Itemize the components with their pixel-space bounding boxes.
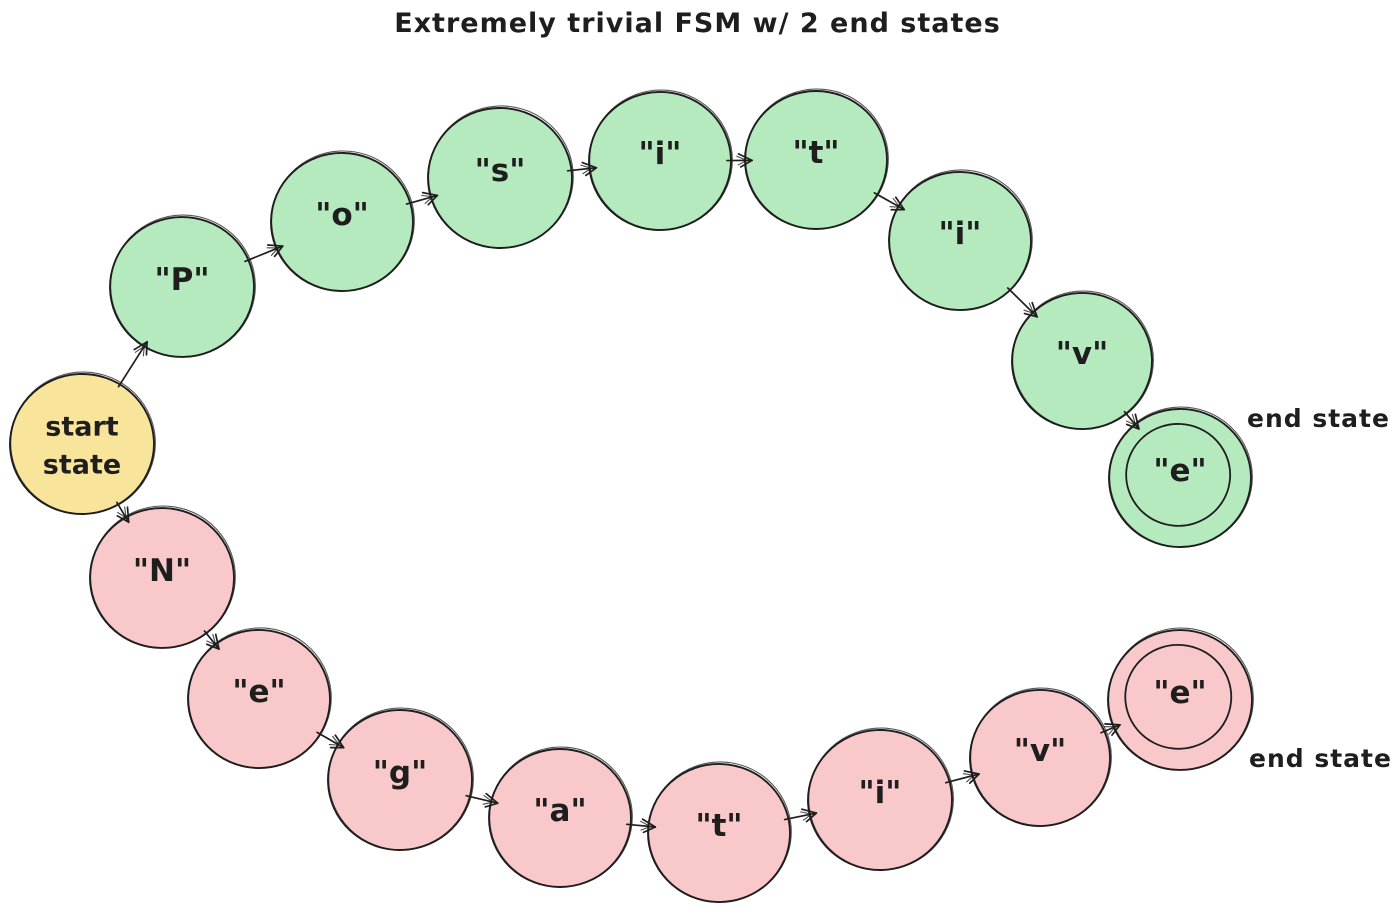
- state-label-neg-v: "v": [1014, 733, 1067, 769]
- state-node-pos-e-end: "e": [1108, 406, 1253, 548]
- state-circle-sketch-neg-v: [970, 687, 1112, 827]
- transition-arrow-neg-N-neg-e: [203, 630, 220, 650]
- state-label-neg-a: "a": [533, 793, 586, 829]
- state-label-neg-g: "g": [373, 755, 428, 791]
- state-node-neg-e: "e": [187, 627, 332, 769]
- transition-arrow-neg-t-neg-i: [783, 808, 818, 823]
- end-state-annotation-negative: end state: [1249, 744, 1392, 773]
- state-circle-sketch-pos-v: [1012, 290, 1154, 430]
- end-state-annotation-positive: end state: [1247, 404, 1390, 433]
- state-circle-sketch-pos-P: [110, 214, 256, 358]
- state-label-start-line1: state: [43, 450, 121, 481]
- state-label-neg-e: "e": [232, 674, 285, 710]
- state-node-neg-g: "g": [327, 707, 474, 851]
- state-node-pos-t: "t": [744, 88, 889, 230]
- state-label-pos-e-end: "e": [1153, 453, 1206, 489]
- diagram-title: Extremely trivial FSM w/ 2 end states: [394, 8, 1001, 39]
- state-node-neg-N: "N": [89, 505, 236, 649]
- state-label-neg-e-end: "e": [1153, 675, 1206, 711]
- state-node-pos-i2: "i": [888, 169, 1033, 311]
- state-node-pos-o: "o": [270, 150, 415, 292]
- state-label-pos-v: "v": [1056, 336, 1109, 372]
- state-label-pos-s: "s": [475, 153, 526, 189]
- transition-arrow-pos-P-pos-o: [244, 244, 284, 263]
- transition-arrow-neg-v-neg-e-end: [1100, 723, 1121, 737]
- transition-arrow-pos-i2-pos-v: [1006, 287, 1038, 318]
- transition-arrow-neg-g-neg-a: [465, 792, 499, 808]
- transition-arrow-pos-t-pos-i2: [873, 191, 906, 211]
- state-label-pos-o: "o": [315, 197, 369, 233]
- state-circle-start: [9, 373, 155, 515]
- state-label-pos-i2: "i": [939, 216, 982, 252]
- state-node-pos-i1: "i": [588, 89, 733, 231]
- transition-arrow-pos-i1-pos-t: [726, 152, 753, 168]
- state-node-pos-v: "v": [1011, 290, 1154, 430]
- transition-arrow-neg-a-neg-t: [625, 818, 657, 834]
- state-node-neg-t: "t": [647, 761, 792, 903]
- transition-arrow-neg-i-neg-v: [944, 770, 980, 784]
- state-label-neg-i: "i": [859, 775, 902, 811]
- state-node-neg-e-end: "e": [1107, 627, 1254, 771]
- end-state-inner-circle-neg-e-end: [1124, 643, 1233, 750]
- state-label-pos-P: "P": [154, 262, 209, 298]
- state-circle-sketch-pos-e-end: [1109, 406, 1253, 548]
- state-circle-sketch-neg-t: [648, 761, 792, 903]
- state-node-pos-P: "P": [109, 214, 256, 358]
- state-node-neg-a: "a": [488, 746, 633, 888]
- state-circle-sketch-neg-N: [90, 505, 236, 649]
- state-circle-sketch-pos-i2: [889, 169, 1033, 311]
- state-circle-sketch-neg-i: [808, 727, 954, 871]
- transition-arrow-pos-o-pos-s: [405, 191, 439, 206]
- state-node-start: start state: [9, 371, 156, 515]
- state-circle-sketch-neg-g: [328, 707, 474, 851]
- state-label-neg-t: "t": [695, 808, 742, 844]
- state-node-pos-s: "s": [427, 105, 574, 249]
- transition-arrow-start-neg-N: [116, 501, 130, 524]
- state-circle-sketch-neg-e: [188, 627, 332, 769]
- state-node-neg-i: "i": [807, 727, 954, 871]
- state-node-neg-v: "v": [969, 687, 1112, 827]
- transition-arrow-start-pos-P: [117, 340, 148, 388]
- transition-arrow-neg-e-neg-g: [316, 731, 345, 749]
- transition-arrow-pos-s-pos-i1: [566, 161, 598, 177]
- transition-arrow-pos-v-pos-e-end: [1123, 410, 1140, 430]
- state-circle-sketch-pos-o: [271, 150, 415, 292]
- state-label-start-line0: start: [45, 412, 119, 443]
- state-label-neg-N: "N": [133, 553, 191, 589]
- state-circle-sketch-start: [10, 371, 156, 515]
- state-circle-sketch-neg-e-end: [1108, 627, 1254, 771]
- state-label-pos-t: "t": [792, 135, 839, 171]
- state-circle-sketch-neg-a: [489, 746, 633, 888]
- state-label-pos-i1: "i": [639, 136, 682, 172]
- end-state-inner-circle-pos-e-end: [1125, 423, 1232, 527]
